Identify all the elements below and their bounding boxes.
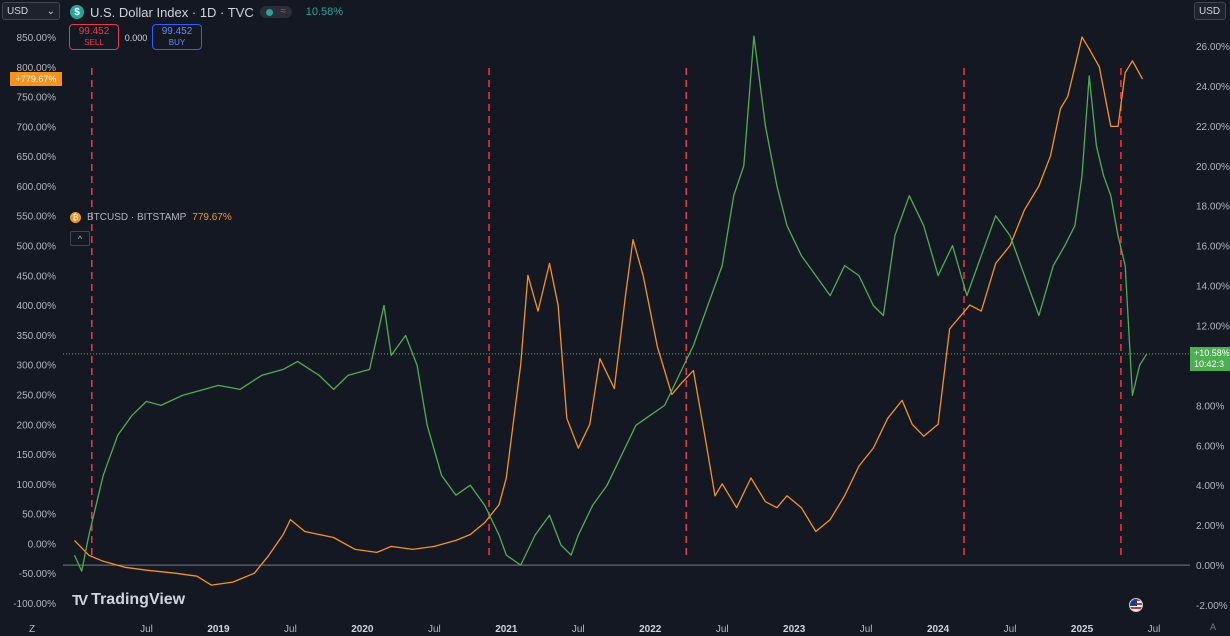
left-axis-tick-label: 750.00% — [17, 93, 57, 104]
chevron-down-icon: ⌄ — [46, 5, 55, 17]
time-axis-tick-label: 2019 — [207, 624, 230, 635]
right-axis-tick-label: 6.00% — [1196, 441, 1224, 452]
sell-label: SELL — [84, 38, 104, 47]
halving-markers — [91, 68, 1122, 558]
wave-icon: ≈ — [280, 6, 286, 17]
left-axis-tick-label: 50.00% — [22, 510, 56, 521]
right-axis-tick-label: 0.00% — [1196, 561, 1224, 572]
symbol-title[interactable]: U.S. Dollar Index · 1D · TVC — [90, 4, 254, 20]
left-axis-tick-label: 600.00% — [17, 182, 57, 193]
left-axis-tick-label: 800.00% — [17, 63, 57, 74]
left-axis-tick-label: 250.00% — [17, 390, 57, 401]
time-axis-tick-label: 2020 — [351, 624, 374, 635]
left-axis-tick-label: 0.00% — [28, 539, 56, 550]
right-axis-tick-label: 2.00% — [1196, 521, 1224, 532]
currency-label-right[interactable]: USD — [1194, 2, 1226, 20]
time-axis-tick-label: Jul — [860, 624, 873, 635]
left-axis-tick-label: 650.00% — [17, 152, 57, 163]
sell-price: 99.452 — [78, 26, 110, 37]
bar-countdown: 10:42:3 — [1194, 359, 1225, 369]
right-axis-tick-label: 24.00% — [1196, 82, 1230, 93]
left-axis-tick-label: 150.00% — [17, 450, 57, 461]
time-axis-tick-label: Jul — [140, 624, 153, 635]
symbol-header: $ U.S. Dollar Index · 1D · TVC ≈ 10.58% — [70, 2, 343, 22]
us-flag-icon[interactable] — [1129, 598, 1143, 612]
buy-price: 99.452 — [161, 26, 193, 37]
tradingview-logo[interactable]: TV TradingView — [72, 591, 185, 609]
tradingview-logo-icon: TV — [72, 591, 88, 609]
buy-button[interactable]: 99.452 BUY — [152, 24, 202, 50]
right-axis-tick-label: 18.00% — [1196, 202, 1230, 213]
market-open-dot-icon — [265, 8, 273, 16]
dxy-series-line — [73, 35, 1148, 572]
right-axis-tick-label: 22.00% — [1196, 122, 1230, 133]
time-axis-tick-label: 2022 — [639, 624, 662, 635]
buy-label: BUY — [168, 38, 186, 47]
right-axis-tick-label: 26.00% — [1196, 42, 1230, 53]
currency-selector-left[interactable]: USD ⌄ — [2, 2, 60, 20]
right-axis-tick-label: 4.00% — [1196, 481, 1224, 492]
time-axis-tick-label: 2025 — [1071, 624, 1094, 635]
left-axis-tick-label: 700.00% — [17, 122, 57, 133]
dollar-icon: $ — [70, 5, 84, 19]
left-axis-tick-label: 100.00% — [17, 480, 57, 491]
left-axis-tick-label: -100.00% — [13, 599, 56, 610]
time-axis-tick-label: Jul — [1148, 624, 1161, 635]
time-axis-tick-label: Jul — [716, 624, 729, 635]
left-axis-tick-label: 300.00% — [17, 361, 57, 372]
left-axis-tick-label: 350.00% — [17, 331, 57, 342]
sell-button[interactable]: 99.452 SELL — [69, 24, 119, 50]
series-lines — [73, 35, 1148, 586]
btc-price-tag: +779.67% — [10, 72, 62, 86]
spread-value: 0.000 — [124, 33, 148, 43]
right-axis-tick-label: 16.00% — [1196, 242, 1230, 253]
dxy-tag-value: +10.58% — [1194, 348, 1230, 358]
btc-legend[interactable]: ₿ BTCUSD · BITSTAMP 779.67% — [70, 212, 232, 223]
time-axis-tick-label: Z — [29, 624, 35, 635]
market-status-pill[interactable]: ≈ — [259, 6, 292, 18]
time-axis: Z Jul 2019 Jul 2020 Jul 2021 Jul 2022 Jul 2023 Jul 2… — [29, 624, 1160, 635]
time-axis-tick-label: Jul — [572, 624, 585, 635]
right-axis: 26.00% 24.00% 22.00% 20.00% 18.00% 16.00% 14.0… — [1196, 42, 1230, 612]
dxy-price-tag: +10.58% 10:42:3 — [1190, 347, 1230, 371]
right-axis-tick-label: 12.00% — [1196, 322, 1230, 333]
auto-scale-button[interactable]: A — [1210, 622, 1217, 632]
left-axis-tick-label: 550.00% — [17, 212, 57, 223]
logo-text: TradingView — [91, 591, 186, 608]
btc-legend-value: 779.67% — [192, 212, 232, 223]
left-axis-tick-label: 500.00% — [17, 242, 57, 253]
time-axis-tick-label: Jul — [428, 624, 441, 635]
left-axis-tick-label: -50.00% — [19, 569, 56, 580]
left-axis-tick-label: 850.00% — [17, 33, 57, 44]
right-axis-tick-label: -2.00% — [1196, 601, 1228, 612]
btc-series-line — [74, 36, 1144, 586]
change-percent: 10.58% — [305, 6, 344, 18]
right-axis-tick-label: 8.00% — [1196, 401, 1224, 412]
right-axis-tick-label: 20.00% — [1196, 162, 1230, 173]
time-axis-tick-label: 2021 — [495, 624, 518, 635]
left-axis-tick-label: 450.00% — [17, 271, 57, 282]
left-axis-tick-label: 200.00% — [17, 420, 57, 431]
right-axis-tick-label: 14.00% — [1196, 282, 1230, 293]
time-axis-tick-label: Jul — [1004, 624, 1017, 635]
left-axis: 850.00% 800.00% 750.00% 700.00% 650.00% 600.0… — [13, 33, 56, 610]
btc-legend-name: BTCUSD · BITSTAMP — [87, 212, 187, 223]
time-axis-tick-label: 2023 — [783, 624, 806, 635]
currency-left-label: USD — [7, 5, 29, 17]
chevron-up-icon: ^ — [77, 233, 83, 244]
bitcoin-icon: ₿ — [70, 212, 81, 223]
collapse-legend-button[interactable]: ^ — [70, 231, 90, 246]
left-axis-tick-label: 400.00% — [17, 301, 57, 312]
time-axis-tick-label: Jul — [284, 624, 297, 635]
time-axis-tick-label: 2024 — [927, 624, 950, 635]
